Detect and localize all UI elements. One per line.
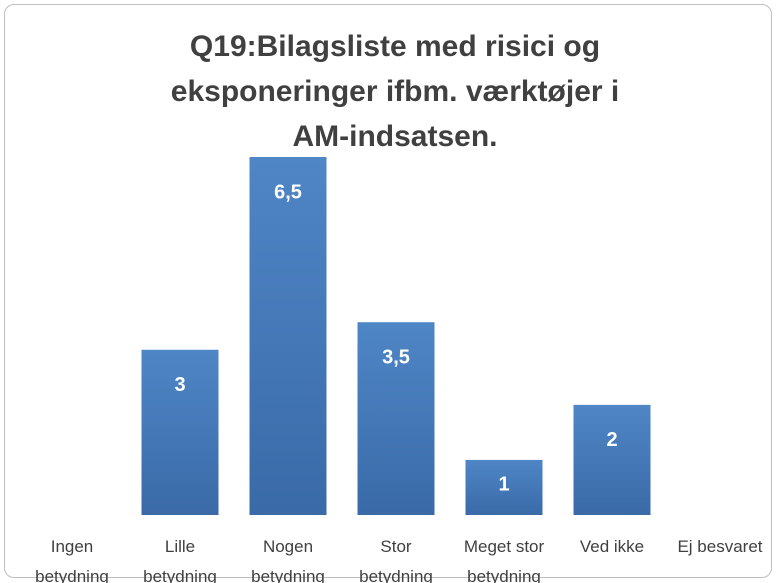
bar bbox=[357, 322, 435, 515]
bar bbox=[249, 157, 327, 515]
x-tick-label: Ingen betydning bbox=[35, 537, 109, 583]
value-label: 0 bbox=[66, 473, 77, 495]
value-label: 3 bbox=[174, 374, 185, 396]
chart-title: Q19:Bilagsliste med risici og eksponerin… bbox=[170, 30, 620, 153]
value-label: 1 bbox=[498, 473, 509, 495]
bar bbox=[573, 404, 651, 515]
bar bbox=[465, 459, 543, 515]
bar bbox=[141, 349, 219, 515]
chart-border bbox=[4, 4, 772, 578]
x-tick-label: Meget stor betydning bbox=[463, 537, 545, 583]
x-tick-label: Stor betydning bbox=[359, 537, 433, 583]
x-tick-label: Lille betydning bbox=[143, 537, 217, 583]
value-label: 3,5 bbox=[382, 347, 410, 369]
x-tick-label: Nogen betydning bbox=[251, 537, 325, 583]
value-label: 0 bbox=[714, 473, 725, 495]
value-label: 6,5 bbox=[274, 181, 302, 203]
value-label: 2 bbox=[606, 429, 617, 451]
x-tick-label: Ved ikke bbox=[579, 537, 645, 556]
x-tick-label: Ej besvaret bbox=[677, 537, 763, 556]
